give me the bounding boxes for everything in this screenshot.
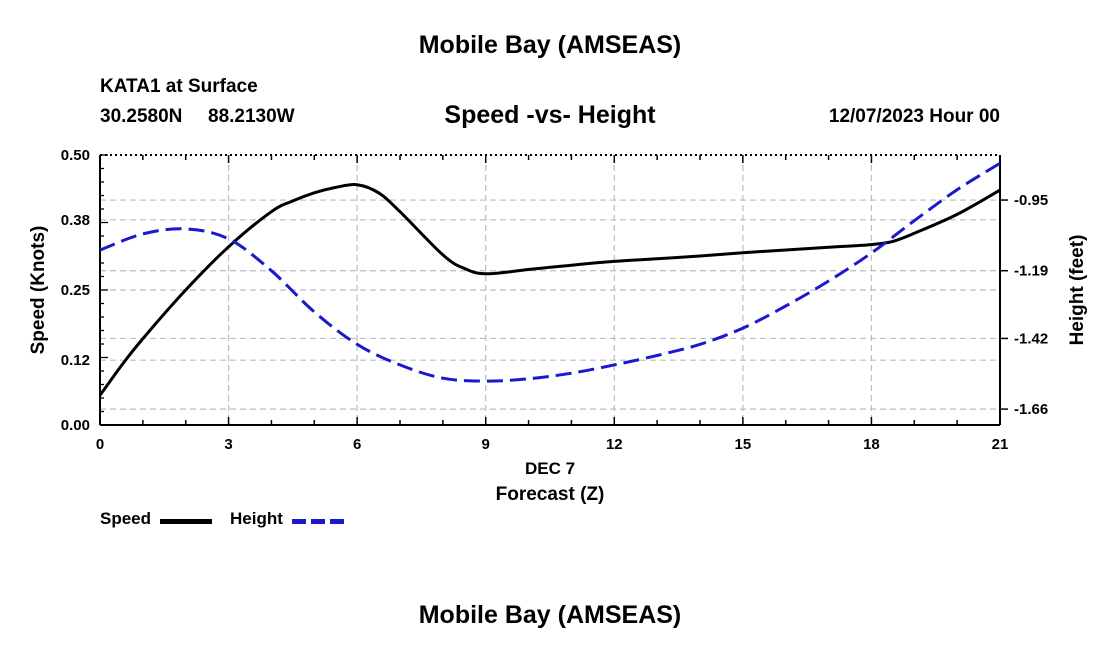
- y-tick-label: 0.12: [61, 352, 90, 369]
- chart-subtitle: Speed -vs- Height: [444, 101, 656, 129]
- x-tick-label: 15: [735, 436, 752, 453]
- speed-height-chart: 0 3 6 9 12 15 18 21 0.00 0.12 0.25 0.38 0.50 -0.95 -1.…: [28, 147, 1088, 505]
- legend-height-label: Height: [230, 509, 283, 528]
- x-tick-label: 6: [353, 436, 361, 453]
- y-tick-label: 0.38: [61, 212, 90, 229]
- y2-tick-label: -1.42: [1014, 330, 1048, 347]
- x-axis-label: Forecast (Z): [496, 484, 605, 505]
- x-tick-label: 18: [863, 436, 880, 453]
- legend-speed-label: Speed: [100, 509, 152, 528]
- station-name: KATA1 at Surface: [100, 76, 258, 97]
- page-title: Mobile Bay (AMSEAS): [418, 31, 682, 59]
- x-tick-label: 3: [224, 436, 232, 453]
- y-axis-label: Speed (Knots): [28, 226, 49, 355]
- x-tick-label: 9: [482, 436, 490, 453]
- y2-tick-label: -0.95: [1014, 192, 1048, 209]
- x-tick-label: 12: [606, 436, 623, 453]
- footer-title: Mobile Bay (AMSEAS): [418, 601, 682, 629]
- station-latitude: 30.2580N: [100, 106, 183, 127]
- legend-speed-swatch: [160, 519, 212, 524]
- y2-tick-label: -1.66: [1014, 401, 1048, 418]
- station-longitude: 88.2130W: [208, 106, 295, 127]
- series-line-speed: [98, 183, 1001, 397]
- series-line-height: [99, 161, 1001, 383]
- y-tick-label: 0.25: [61, 282, 90, 299]
- forecast-time: 12/07/2023 Hour 00: [828, 106, 1000, 127]
- legend-height-swatch: [292, 519, 344, 524]
- x-tick-label: 21: [992, 436, 1009, 453]
- y-tick-label: 0.00: [61, 417, 90, 434]
- y2-tick-label: -1.19: [1014, 263, 1048, 280]
- y2-axis-label: Height (feet): [1067, 235, 1088, 346]
- x-axis-day-label: DEC 7: [525, 459, 575, 478]
- y-tick-label: 0.50: [61, 147, 90, 164]
- x-tick-label: 0: [96, 436, 104, 453]
